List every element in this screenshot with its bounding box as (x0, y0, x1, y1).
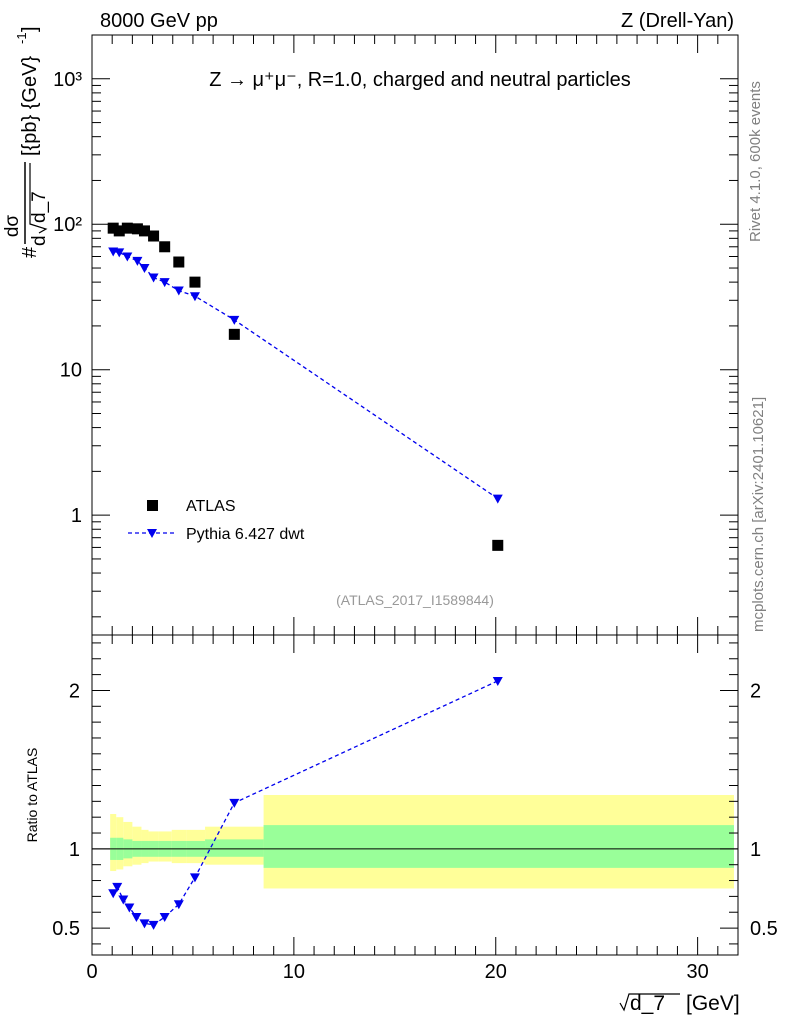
ratio-point (139, 919, 150, 929)
ratio-point (229, 798, 240, 808)
data-point (107, 222, 119, 234)
xlabel-root: d_7 (630, 992, 665, 1015)
legend-mc-marker (147, 529, 157, 538)
analysis-label: (ATLAS_2017_I1589844) (336, 592, 494, 608)
ratio-point (173, 900, 184, 910)
data-point (131, 223, 143, 235)
data-point (121, 222, 133, 234)
main-ylabel-sqrt (29, 163, 48, 234)
main-ytick-label: 1 (71, 505, 82, 527)
xlabel-units: [GeV] (686, 992, 740, 1015)
data-point (492, 539, 504, 551)
mc-point (173, 286, 184, 296)
mc-point (148, 273, 159, 283)
main-ylabel-units: [{pb} {GeV} (19, 56, 41, 156)
ratio-xtick-label: 20 (485, 961, 507, 983)
ratio-point (112, 882, 123, 892)
main-ylabel-exp: -1 (14, 32, 29, 44)
main-ylabel-close: ] (19, 26, 41, 32)
mc-point (492, 494, 503, 504)
mc-point (132, 256, 143, 266)
main-frame (91, 34, 739, 636)
main-ytick-label: 10 (60, 360, 82, 382)
data-point (228, 328, 240, 340)
mcplots-label: mcplots.cern.ch [arXiv:2401.10621] (750, 397, 767, 632)
ratio-point (189, 873, 200, 883)
main-ytick-label: 10² (53, 214, 82, 236)
ratio-band-inner (205, 839, 264, 857)
legend-data-marker (147, 500, 158, 511)
ratio-xlabel: d_7 [GeV] (619, 992, 740, 1015)
ratio-ytick-label: 2 (69, 680, 80, 702)
ratio-ytick-label-right: 2 (750, 680, 761, 702)
mc-point (139, 264, 150, 274)
ratio-xtick-label: 10 (283, 961, 305, 983)
mc-point (159, 278, 170, 288)
data-point (159, 241, 171, 253)
ratio-point (108, 889, 119, 899)
ratio-point (148, 920, 159, 930)
ratio-point (159, 912, 170, 922)
ratio-ylabel: Ratio to ATLAS (24, 748, 40, 843)
main-ylabel-den-rest: d_7 (29, 191, 50, 223)
main-ylabel: # dσ d d_7 [{pb} {GeV} -1 ] (2, 26, 50, 258)
ratio-xtick-label: 0 (86, 961, 97, 983)
ratio-ytick-label: 1 (69, 839, 80, 861)
mc-point (122, 252, 133, 262)
xlabel-sqrt (619, 993, 680, 1012)
data-point (113, 225, 125, 237)
main-ylabel-hash: # (19, 246, 41, 258)
ratio-point (131, 912, 142, 922)
mc-point (114, 248, 125, 258)
main-ylabel-num: dσ (2, 215, 23, 238)
header-right: Z (Drell-Yan) (621, 10, 734, 32)
ratio-xtick-label: 30 (687, 961, 709, 983)
main-title: Z → μ⁺μ⁻, R=1.0, charged and neutral par… (209, 69, 631, 91)
data-point (189, 276, 201, 288)
data-point (173, 256, 185, 268)
ratio-ytick-label-right: 1 (750, 839, 761, 861)
mc-point (189, 292, 200, 302)
data-point (138, 225, 150, 237)
rivet-label: Rivet 4.1.0, 600k events (747, 81, 764, 242)
ratio-point (118, 895, 129, 905)
legend: ATLAS Pythia 6.427 dwt (128, 498, 305, 543)
legend-data-label: ATLAS (186, 498, 236, 515)
ratio-point (492, 676, 503, 686)
main-panel: 1 10 10² 10³ Z → μ⁺μ⁻, R=1.0, charged and n… (2, 26, 739, 636)
ratio-ytick-label-right: 0.5 (750, 918, 778, 940)
ratio-ytick-label: 0.5 (52, 918, 80, 940)
legend-mc-label: Pythia 6.427 dwt (186, 526, 305, 543)
header-left: 8000 GeV pp (100, 10, 218, 32)
main-ytick-label: 10³ (53, 69, 82, 91)
ratio-point (124, 903, 135, 913)
mc-series-line (113, 250, 499, 500)
mc-point (229, 315, 240, 325)
main-ylabel-den-d: d (29, 235, 50, 246)
ratio-band-inner (263, 825, 734, 868)
data-point (148, 230, 160, 242)
ratio-panel: 0.5 0.51 12 20 10 20 30 Ratio to ATLAS d_7 [Ge… (24, 634, 778, 1015)
ratio-series-line (112, 680, 499, 926)
